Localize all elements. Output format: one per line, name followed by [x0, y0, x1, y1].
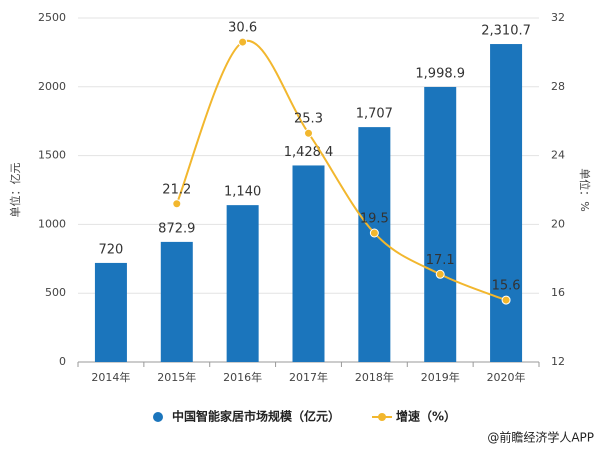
data-label: 1,428.4 — [284, 145, 334, 160]
bar — [160, 241, 193, 362]
y-tick-label: 0 — [59, 355, 66, 368]
y2-tick-label: 32 — [551, 11, 565, 24]
y2-tick-label: 28 — [551, 80, 565, 93]
y2-tick-label: 16 — [551, 286, 565, 299]
y-tick-label: 1500 — [38, 149, 66, 162]
data-label: 25.3 — [294, 112, 323, 127]
line-point — [172, 199, 182, 209]
bar — [226, 205, 259, 362]
data-label: 17.1 — [426, 253, 455, 268]
bar — [424, 86, 457, 363]
line-point — [238, 37, 248, 47]
legend-label: 增速（%） — [396, 409, 456, 424]
legend-swatch — [378, 413, 387, 421]
y-tick-label: 1000 — [38, 217, 66, 230]
x-tick-label: 2020年 — [487, 370, 526, 384]
data-label: 720 — [99, 242, 124, 257]
bar — [94, 262, 127, 362]
data-label: 2,310.7 — [481, 24, 531, 39]
y-tick-label: 500 — [45, 286, 66, 299]
data-label: 872.9 — [158, 221, 195, 236]
y2-tick-label: 20 — [551, 217, 565, 230]
x-tick-label: 2018年 — [355, 370, 394, 384]
y-tick-label: 2000 — [38, 80, 66, 93]
legend-label: 中国智能家居市场规模（亿元） — [172, 409, 340, 424]
data-label: 19.5 — [360, 212, 389, 227]
x-tick-label: 2016年 — [223, 370, 262, 384]
bar — [490, 44, 523, 363]
line-point — [369, 228, 379, 238]
y2-axis-label: 单位：% — [578, 168, 592, 211]
bar — [358, 127, 391, 363]
y-tick-label: 2500 — [38, 11, 66, 24]
source: @前瞻经济学人APP — [487, 430, 594, 445]
line-point — [435, 269, 445, 279]
bar — [292, 165, 325, 362]
legend-swatch — [153, 412, 163, 422]
data-label: 1,140 — [224, 185, 261, 200]
x-tick-label: 2014年 — [91, 370, 130, 384]
y2-tick-label: 12 — [551, 355, 565, 368]
data-label: 15.6 — [492, 279, 521, 294]
data-label: 21.2 — [162, 182, 191, 197]
x-tick-label: 2019年 — [421, 370, 460, 384]
y2-tick-label: 24 — [551, 149, 565, 162]
data-label: 1,998.9 — [415, 66, 465, 81]
data-label: 1,707 — [356, 107, 393, 122]
line-point — [304, 128, 313, 138]
line-point — [501, 295, 511, 305]
data-label: 30.6 — [228, 21, 257, 36]
x-tick-label: 2015年 — [157, 370, 196, 384]
x-tick-label: 2017年 — [289, 370, 328, 384]
y-axis-label: 单位：亿元 — [8, 163, 22, 218]
